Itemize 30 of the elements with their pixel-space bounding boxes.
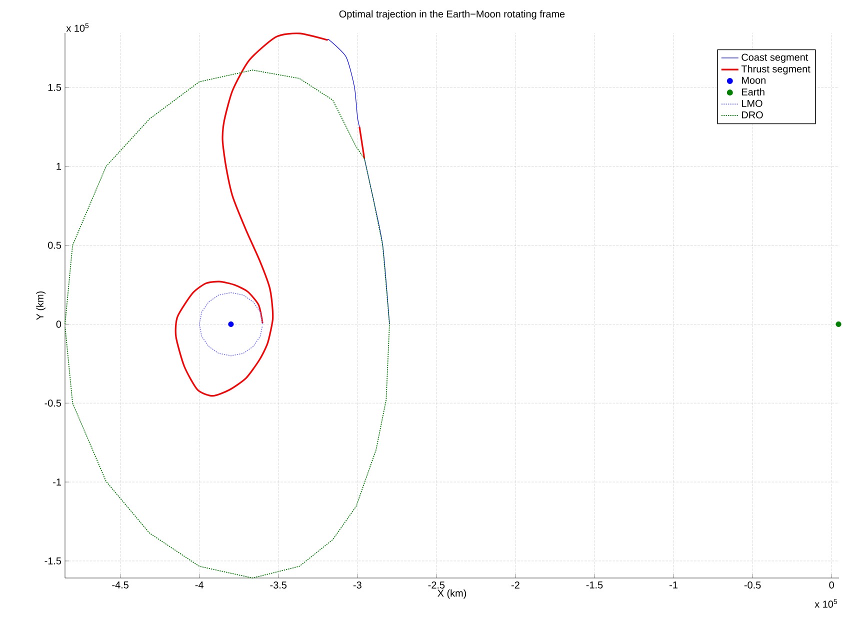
x-tick-label: -1 bbox=[670, 582, 678, 588]
line-series bbox=[64, 70, 390, 578]
y-tick-label: -0.5 bbox=[44, 400, 62, 407]
y-tick-label: 1 bbox=[56, 162, 61, 170]
line-series bbox=[198, 292, 264, 356]
text: x 10$^{5}$ bbox=[814, 599, 838, 608]
legend-label: Moon bbox=[742, 76, 766, 84]
legend-label: LMO bbox=[742, 100, 762, 107]
y-tick-label: 0 bbox=[56, 320, 62, 328]
legend-label: DRO bbox=[742, 111, 763, 118]
legend-label: Earth bbox=[742, 88, 764, 96]
x-tick-label: -3.5 bbox=[270, 582, 287, 589]
legend-label: Coast segment bbox=[742, 54, 808, 63]
y-tick-label: -1 bbox=[53, 478, 61, 486]
x-axis-title: X (km) bbox=[438, 589, 466, 599]
y-tick-label: 1.5 bbox=[48, 84, 62, 91]
y-tick-label: -1.5 bbox=[44, 557, 62, 564]
x-tick-label: -1.5 bbox=[586, 582, 603, 588]
x-tick-label: -3 bbox=[353, 582, 362, 589]
x-tick-label: -4.5 bbox=[112, 582, 128, 588]
x-tick-label: -2.5 bbox=[428, 582, 445, 589]
text: x 10$^{5}$ bbox=[66, 23, 89, 32]
x-tick-label: -2 bbox=[511, 582, 520, 588]
legend-label: Thrust segment bbox=[741, 65, 810, 74]
x-tick-label: 0 bbox=[829, 582, 834, 589]
y-axis-title: Y (km) bbox=[36, 291, 46, 320]
y-tick-label: 0.5 bbox=[48, 242, 62, 249]
x-tick-label: -0.5 bbox=[744, 582, 761, 589]
chart-title: Optimal trajection in the Earth−Moon rotating frame bbox=[339, 10, 565, 20]
x-tick-label: -4 bbox=[195, 582, 204, 588]
